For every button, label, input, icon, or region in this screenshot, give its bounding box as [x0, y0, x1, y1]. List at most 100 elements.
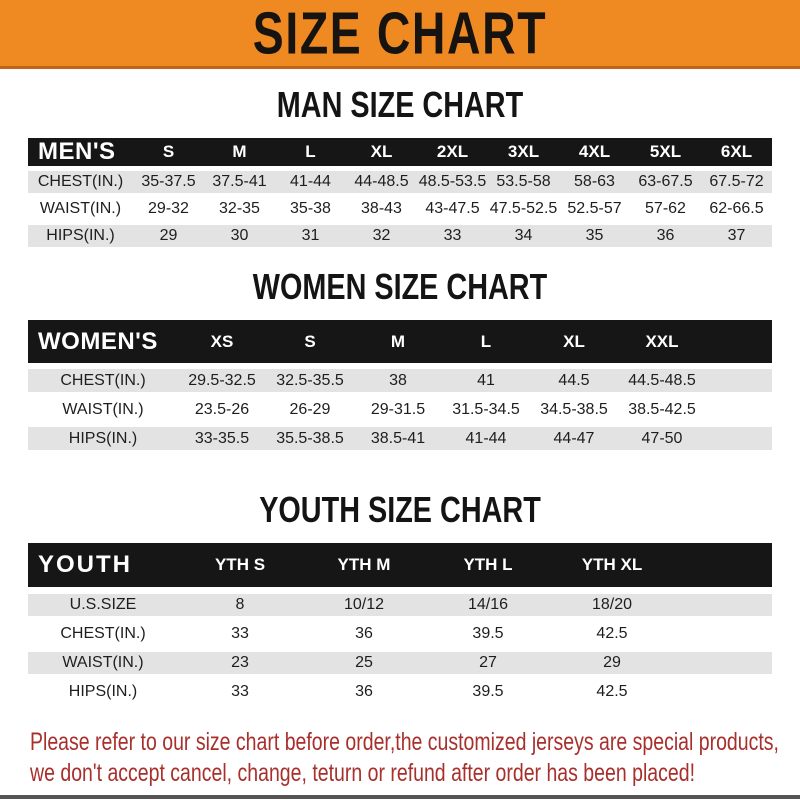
table-cell: 42.5 — [596, 683, 628, 700]
column-header: L — [305, 142, 316, 161]
table-row: U.S.SIZE 8 10/12 14/16 18/20 — [28, 594, 772, 616]
table-cell: 53.5-58 — [496, 173, 551, 190]
table-row: WAIST(IN.) 29-32 32-35 35-38 38-43 43-47.5 47.… — [28, 198, 772, 220]
youth-size-table: YOUTH YTH S YTH M YTH L YTH XL U.S.SIZE 8 10/12… — [28, 543, 772, 703]
table-cell: 23 — [231, 654, 249, 671]
table-cell: 31 — [301, 227, 320, 244]
table-cell: 44.5 — [558, 371, 590, 389]
table-cell: 36 — [656, 227, 675, 244]
table-row: CHEST(IN.) 33 36 39.5 42.5 — [28, 623, 772, 645]
youth-size-chart-heading: YOUTH SIZE CHART — [0, 490, 800, 530]
bottom-border-bar — [0, 795, 800, 799]
table-cell: 58-63 — [574, 173, 615, 190]
table-cell: 39.5 — [472, 683, 504, 700]
column-header: YTH S — [214, 555, 266, 574]
table-cell: 41 — [477, 371, 495, 389]
row-label: HIPS(IN.) — [68, 429, 138, 447]
table-header-label: MEN'S — [38, 138, 116, 165]
table-cell: 33 — [231, 683, 249, 700]
table-cell: 30 — [230, 227, 249, 244]
table-row: HIPS(IN.) 33-35.5 35.5-38.5 38.5-41 41-44 44-… — [28, 427, 772, 450]
table-cell: 63-67.5 — [638, 173, 693, 190]
footer-line-2: we don't accept cancel, change, teturn o… — [30, 759, 695, 787]
table-cell: 37 — [727, 227, 746, 244]
row-label: HIPS(IN.) — [46, 227, 115, 244]
man-size-chart-heading: MAN SIZE CHART — [0, 85, 800, 125]
table-cell: 52.5-57 — [567, 200, 622, 217]
table-cell: 25 — [355, 654, 373, 671]
column-header: 2XL — [436, 142, 469, 161]
column-header: YTH M — [337, 555, 391, 574]
table-cell: 23.5-26 — [194, 400, 250, 418]
table-row: WAIST(IN.) 23.5-26 26-29 29-31.5 31.5-34.5 34… — [28, 398, 772, 421]
table-cell: 41-44 — [290, 173, 331, 190]
table-row: CHEST(IN.) 29.5-32.5 32.5-35.5 38 41 44.5 44.5… — [28, 369, 772, 392]
table-cell: 35 — [585, 227, 604, 244]
table-row: HIPS(IN.) 29 30 31 32 33 34 35 36 37 — [28, 225, 772, 247]
table-cell: 38.5-42.5 — [628, 400, 696, 418]
table-cell: 29 — [159, 227, 178, 244]
column-header: 3XL — [507, 142, 540, 161]
row-label: HIPS(IN.) — [68, 683, 138, 700]
table-cell: 67.5-72 — [709, 173, 764, 190]
table-header-row: MEN'S S M L XL 2XL 3XL 4XL 5XL 6XL — [28, 138, 772, 166]
women-size-table: WOMEN'S XS S M L XL XXL CHEST(IN.) 29.5-32.5 32.5… — [28, 320, 772, 450]
column-header: YTH L — [463, 555, 513, 574]
column-header: 4XL — [578, 142, 611, 161]
table-header-row: WOMEN'S XS S M L XL XXL — [28, 320, 772, 363]
row-label: CHEST(IN.) — [60, 371, 146, 389]
table-cell: 35.5-38.5 — [276, 429, 344, 447]
table-header-label: YOUTH — [38, 551, 132, 578]
column-header: 6XL — [720, 142, 753, 161]
table-cell: 37.5-41 — [212, 173, 267, 190]
table-cell: 34 — [514, 227, 533, 244]
row-label: WAIST(IN.) — [62, 400, 144, 418]
table-cell: 39.5 — [472, 625, 504, 642]
column-header: XXL — [645, 331, 679, 351]
table-cell: 38 — [389, 371, 407, 389]
table-cell: 34.5-38.5 — [540, 400, 608, 418]
table-cell: 44.5-48.5 — [628, 371, 696, 389]
column-header: S — [162, 142, 175, 161]
table-cell: 35-37.5 — [141, 173, 196, 190]
table-cell: 44-47 — [553, 429, 595, 447]
table-cell: 43-47.5 — [425, 200, 480, 217]
table-cell: 31.5-34.5 — [452, 400, 520, 418]
table-cell: 47.5-52.5 — [489, 200, 558, 217]
banner: SIZE CHART — [0, 0, 800, 69]
column-header: XS — [210, 331, 234, 351]
table-cell: 33 — [231, 625, 249, 642]
table-header-label: WOMEN'S — [38, 327, 158, 355]
column-header: XL — [563, 331, 585, 351]
row-label: U.S.SIZE — [69, 596, 137, 613]
banner-title: SIZE CHART — [252, 0, 548, 67]
table-row: HIPS(IN.) 33 36 39.5 42.5 — [28, 681, 772, 703]
table-cell: 44-48.5 — [354, 173, 409, 190]
table-cell: 32.5-35.5 — [276, 371, 344, 389]
table-cell: 36 — [355, 625, 373, 642]
table-cell: 29 — [603, 654, 621, 671]
table-cell: 26-29 — [289, 400, 331, 418]
table-cell: 38.5-41 — [370, 429, 426, 447]
youth-size-chart-heading-text: YOUTH SIZE CHART — [259, 489, 541, 530]
table-cell: 10/12 — [343, 596, 385, 613]
table-cell: 14/16 — [467, 596, 509, 613]
table-cell: 29-32 — [148, 200, 189, 217]
table-cell: 57-62 — [645, 200, 686, 217]
column-header: M — [390, 331, 406, 351]
table-header-row: YOUTH YTH S YTH M YTH L YTH XL — [28, 543, 772, 587]
footer-line-1: Please refer to our size chart before or… — [30, 728, 779, 756]
footer-note: Please refer to our size chart before or… — [30, 727, 800, 789]
table-cell: 18/20 — [591, 596, 633, 613]
table-cell: 47-50 — [641, 429, 683, 447]
column-header: S — [304, 331, 316, 351]
table-cell: 33 — [443, 227, 462, 244]
row-label: CHEST(IN.) — [37, 173, 124, 190]
row-label: WAIST(IN.) — [39, 200, 122, 217]
column-header: M — [232, 142, 247, 161]
table-cell: 42.5 — [596, 625, 628, 642]
column-header: YTH XL — [581, 555, 643, 574]
women-size-chart-heading-text: WOMEN SIZE CHART — [252, 266, 548, 307]
table-cell: 41-44 — [465, 429, 507, 447]
column-header: 5XL — [649, 142, 682, 161]
